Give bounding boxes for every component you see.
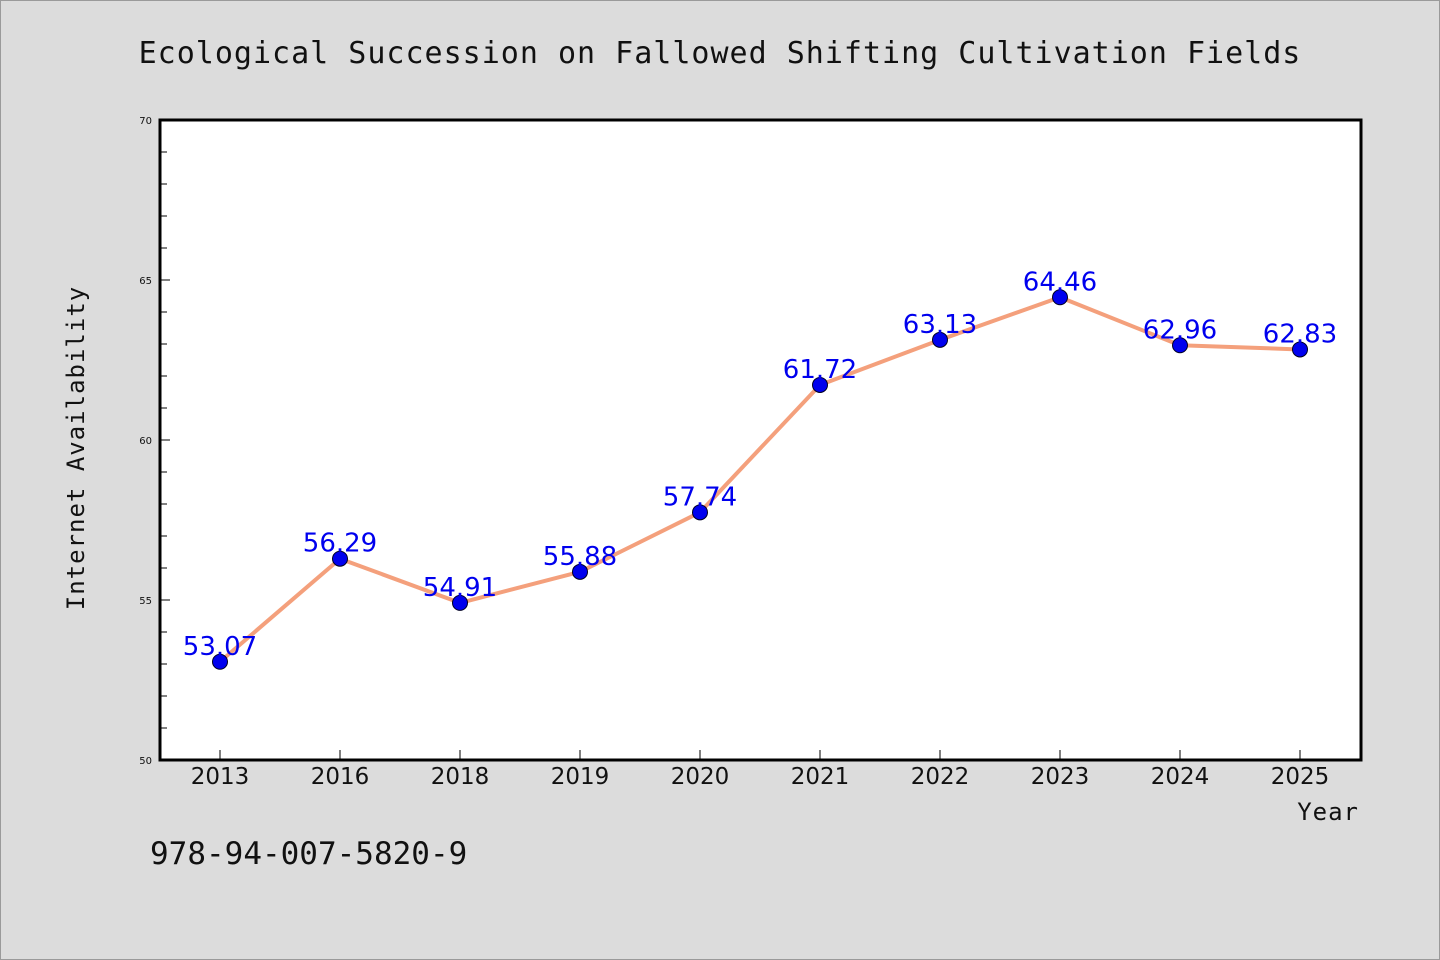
data-point — [572, 563, 588, 580]
x-tick-label: 2016 — [311, 764, 370, 790]
data-point — [212, 653, 228, 670]
y-tick-label: 65 — [139, 276, 152, 287]
data-label: 53.07 — [183, 632, 257, 662]
data-point — [932, 331, 948, 348]
data-label: 55.88 — [543, 542, 617, 572]
x-tick-label: 2019 — [551, 764, 610, 790]
x-axis-ticks: 2013 2016 2018 2019 2020 2021 2022 2023 2024 2025 — [191, 750, 1330, 790]
plot-area — [158, 118, 1363, 762]
data-label: 56.29 — [303, 529, 377, 559]
y-tick-label: 55 — [139, 596, 152, 607]
x-tick-label: 2020 — [671, 764, 730, 790]
y-tick-label: 50 — [139, 756, 152, 767]
x-axis-title: Year — [1297, 798, 1359, 826]
y-axis-ticks: 50 55 60 65 70 — [139, 116, 170, 767]
series-layer: 53.07 56.29 54.91 55.88 57.74 61.72 63.13 64.46… — [183, 267, 1337, 670]
x-tick-label: 2022 — [911, 764, 970, 790]
data-label: 62.83 — [1263, 319, 1337, 349]
data-point — [332, 550, 348, 567]
chart-title: Ecological Succession on Fallowed Shifti… — [139, 36, 1302, 71]
x-tick-label: 2025 — [1271, 764, 1330, 790]
footer-code: 978-94-007-5820-9 — [150, 836, 467, 872]
data-label: 63.13 — [903, 310, 977, 340]
data-point — [1052, 289, 1068, 306]
data-point — [1172, 337, 1188, 354]
y-tick-label: 60 — [139, 436, 152, 447]
data-point — [692, 504, 708, 521]
data-label: 54.91 — [423, 573, 497, 603]
series-line — [218, 295, 1302, 664]
x-tick-label: 2013 — [191, 764, 250, 790]
data-label: 64.46 — [1023, 267, 1097, 297]
y-tick-label: 70 — [139, 116, 152, 127]
x-tick-label: 2023 — [1031, 764, 1090, 790]
data-label: 62.96 — [1143, 315, 1217, 345]
x-tick-label: 2021 — [791, 764, 850, 790]
y-axis-title: Internet Availability — [62, 286, 90, 610]
x-tick-label: 2018 — [431, 764, 490, 790]
x-tick-label: 2024 — [1151, 764, 1210, 790]
data-point — [812, 376, 828, 393]
data-label: 61.72 — [783, 355, 857, 385]
data-label: 57.74 — [663, 482, 737, 512]
data-point — [452, 594, 468, 611]
data-point — [1292, 341, 1308, 358]
